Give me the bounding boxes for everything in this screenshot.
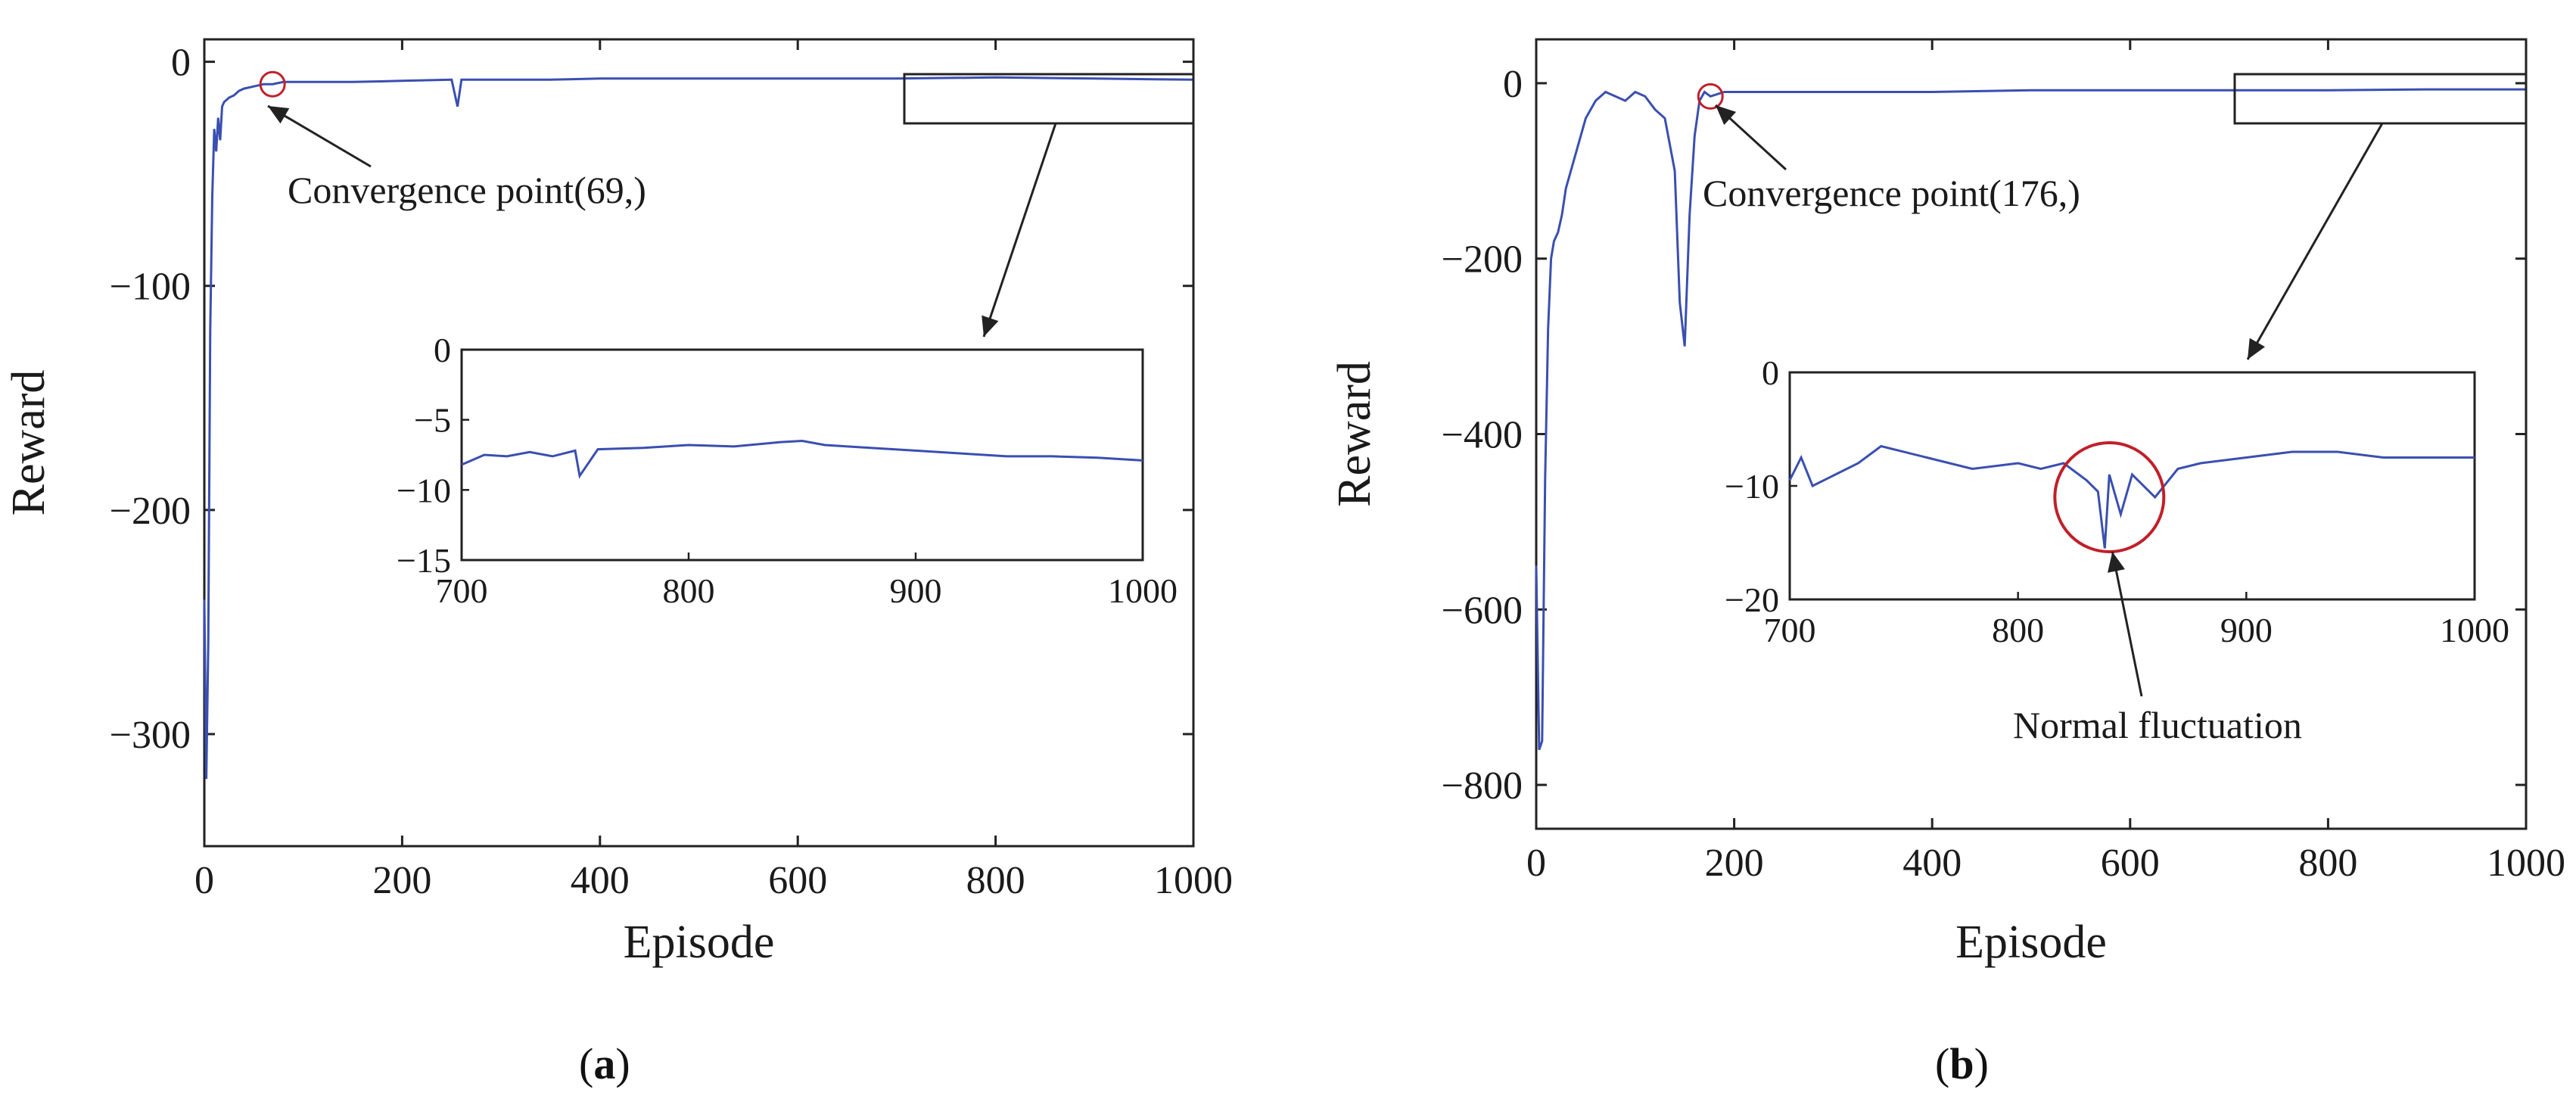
x-axis-label: Episode [1955,917,2107,968]
inset-frame [462,350,1143,560]
panel-label-a: (a) [579,1038,630,1089]
y-tick-label: −200 [1442,238,1523,282]
x-tick-label: 1000 [1154,859,1233,902]
convergence-annotation-text: Convergence point(69,) [288,169,646,211]
inset-x-tick-label: 800 [1992,611,2044,649]
inset-y-tick-label: −10 [1725,467,1779,506]
y-tick-label: −300 [110,714,191,757]
y-tick-label: −800 [1442,764,1523,808]
zoom-arrow [2248,123,2382,360]
zoom-arrow [984,123,1056,337]
zoom-region-box [2235,74,2526,123]
y-tick-label: −400 [1442,414,1523,457]
x-tick-label: 0 [1526,842,1546,885]
inset-x-tick-label: 900 [890,571,942,610]
panel-label-b-letter: b [1949,1039,1974,1088]
panel-label-b: (b) [1935,1038,1989,1089]
inset-frame [1790,372,2475,599]
inset-x-tick-label: 1000 [1108,571,1178,610]
x-tick-label: 600 [768,859,827,902]
x-tick-label: 600 [2101,842,2160,885]
fluctuation-annotation-text: Normal fluctuation [2013,704,2302,746]
x-tick-label: 200 [372,859,431,902]
inset-y-tick-label: 0 [1762,353,1779,392]
zoom-arrow-head [2248,338,2265,360]
inset-y-tick-label: −10 [397,471,451,509]
x-tick-label: 1000 [2487,842,2565,885]
y-axis-label: Reward [3,370,54,516]
x-tick-label: 400 [571,859,630,902]
y-tick-label: 0 [171,42,191,85]
x-tick-label: 400 [1902,842,1962,885]
y-axis-label: Reward [1329,361,1380,507]
x-tick-label: 800 [2298,842,2357,885]
inset-y-tick-label: −5 [414,401,451,440]
zoom-arrow-head [982,316,998,337]
x-tick-label: 200 [1705,842,1764,885]
inset-x-tick-label: 800 [663,571,715,610]
panel-label-a-letter: a [593,1039,615,1088]
inset-y-tick-label: −20 [1725,581,1779,619]
y-tick-label: −100 [110,266,191,309]
inset-y-tick-label: −15 [397,541,451,580]
y-tick-label: 0 [1503,63,1523,106]
x-tick-label: 800 [966,859,1025,902]
x-axis-label: Episode [624,917,775,968]
convergence-annotation-text: Convergence point(176,) [1703,172,2080,214]
zoom-region-box [904,74,1193,123]
inset-x-tick-label: 900 [2220,611,2273,649]
inset-x-tick-label: 1000 [2440,611,2509,649]
x-tick-label: 0 [194,859,214,902]
y-tick-label: −600 [1442,589,1523,632]
inset-y-tick-label: 0 [434,331,451,369]
convergence-arrow-head [268,106,289,123]
y-tick-label: −200 [110,490,191,533]
